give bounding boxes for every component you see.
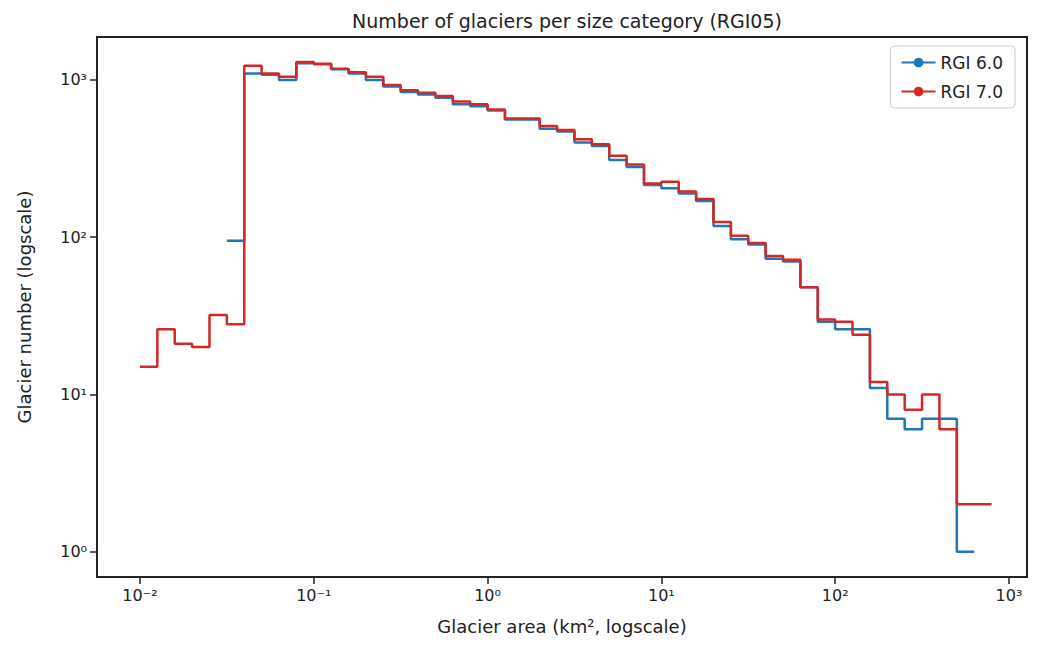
svg-text:10²: 10²: [822, 586, 849, 605]
svg-text:10⁰: 10⁰: [60, 542, 87, 561]
svg-text:10¹: 10¹: [648, 586, 675, 605]
svg-text:10¹: 10¹: [60, 385, 87, 404]
svg-text:10²: 10²: [60, 228, 87, 247]
svg-text:RGI 7.0: RGI 7.0: [941, 82, 1003, 102]
svg-text:10⁻¹: 10⁻¹: [296, 586, 331, 605]
svg-text:10³: 10³: [996, 586, 1023, 605]
svg-text:RGI 6.0: RGI 6.0: [941, 53, 1003, 73]
svg-text:Glacier number (logscale): Glacier number (logscale): [14, 191, 35, 424]
svg-text:Glacier area (km², logscale): Glacier area (km², logscale): [437, 616, 686, 637]
svg-text:10⁻²: 10⁻²: [122, 586, 157, 605]
svg-text:Number of glaciers per size ca: Number of glaciers per size category (RG…: [352, 10, 782, 32]
svg-text:10⁰: 10⁰: [474, 586, 501, 605]
svg-text:10³: 10³: [60, 70, 87, 89]
